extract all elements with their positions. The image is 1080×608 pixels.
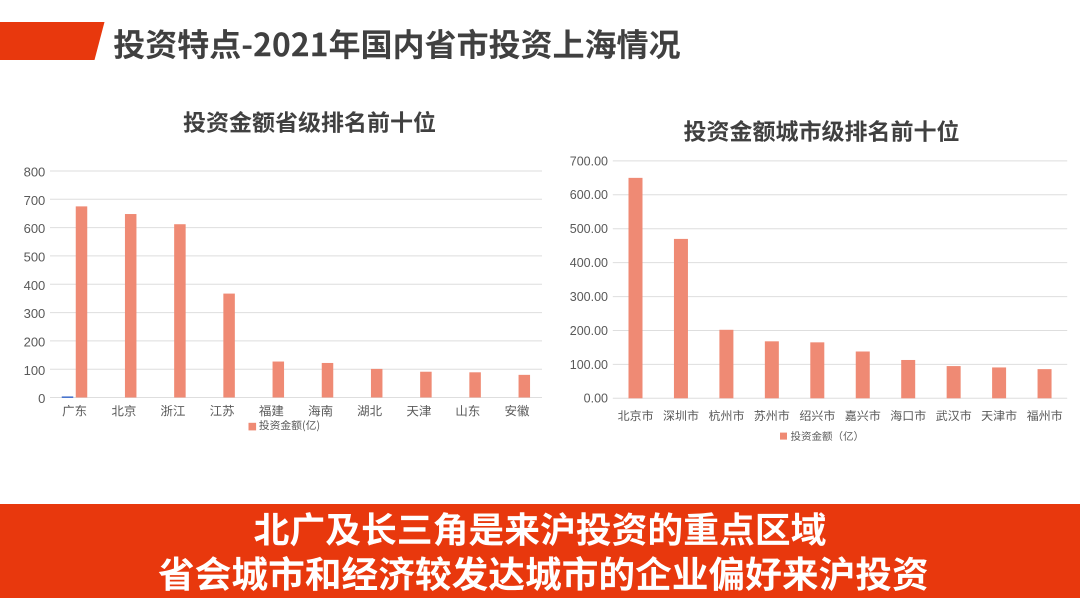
svg-text:500: 500 [24, 250, 46, 265]
svg-text:400.00: 400.00 [570, 256, 608, 270]
svg-text:100: 100 [24, 363, 46, 378]
svg-text:300.00: 300.00 [570, 290, 608, 304]
svg-text:500.00: 500.00 [570, 222, 608, 236]
svg-text:600.00: 600.00 [570, 188, 608, 202]
svg-text:200: 200 [24, 335, 46, 350]
svg-text:300: 300 [24, 306, 46, 321]
svg-text:0: 0 [38, 391, 45, 406]
svg-text:800: 800 [24, 165, 46, 180]
svg-text:0.00: 0.00 [584, 392, 608, 406]
svg-text:400: 400 [24, 278, 46, 293]
svg-text:600: 600 [24, 221, 46, 236]
svg-text:700.00: 700.00 [570, 154, 608, 168]
svg-text:700: 700 [24, 193, 46, 208]
svg-text:200.00: 200.00 [570, 324, 608, 338]
svg-text:100.00: 100.00 [570, 358, 608, 372]
